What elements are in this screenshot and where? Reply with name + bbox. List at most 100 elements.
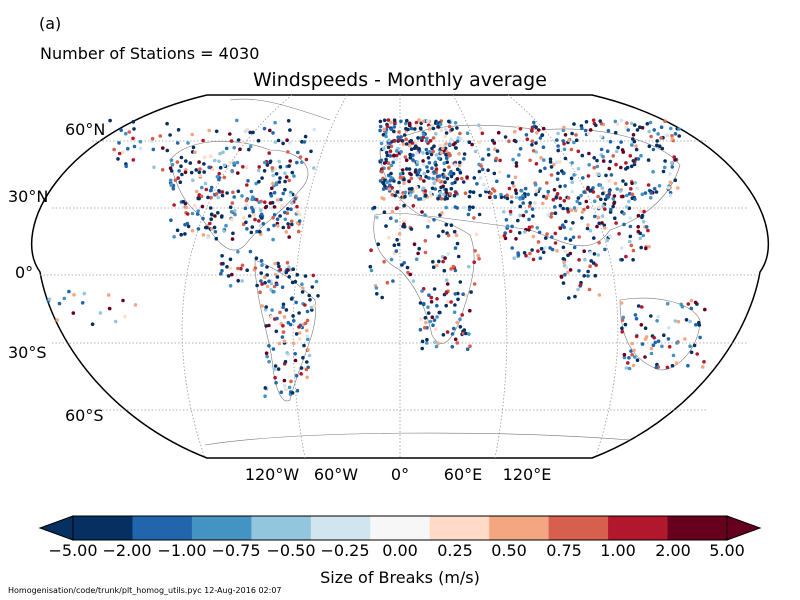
station-marker	[514, 191, 519, 195]
station-marker	[218, 151, 222, 156]
station-marker	[67, 289, 71, 294]
station-marker	[587, 163, 591, 167]
station-marker	[288, 193, 293, 197]
station-marker	[670, 363, 675, 368]
station-marker	[537, 230, 542, 235]
station-marker	[423, 213, 427, 217]
station-marker	[258, 229, 262, 234]
station-marker	[384, 157, 388, 162]
station-marker	[252, 213, 256, 217]
station-marker	[283, 179, 287, 184]
station-marker	[425, 165, 429, 169]
station-marker	[601, 154, 605, 159]
station-marker	[404, 137, 408, 141]
station-marker	[286, 207, 290, 211]
station-marker	[138, 139, 143, 144]
station-marker	[672, 155, 676, 159]
station-marker	[647, 144, 652, 149]
station-marker	[291, 267, 296, 272]
station-marker	[446, 252, 451, 256]
station-marker	[545, 232, 549, 236]
station-marker	[640, 342, 645, 346]
station-marker	[245, 203, 249, 208]
station-marker	[445, 160, 450, 164]
station-marker	[514, 237, 518, 241]
station-marker	[290, 219, 294, 224]
station-marker	[482, 182, 486, 187]
station-marker	[232, 161, 236, 165]
station-marker	[631, 133, 636, 137]
station-marker	[415, 151, 419, 155]
station-marker	[580, 210, 585, 214]
station-marker	[244, 198, 249, 203]
station-marker	[647, 245, 651, 249]
station-marker	[505, 196, 510, 201]
station-marker	[598, 183, 603, 187]
station-marker	[418, 327, 423, 332]
station-marker	[158, 134, 163, 138]
station-marker	[426, 311, 431, 315]
station-marker	[629, 349, 633, 353]
colorbar-tick-label: 1.00	[600, 541, 636, 560]
station-marker	[464, 331, 468, 336]
station-marker	[277, 264, 281, 269]
station-marker	[436, 341, 440, 346]
station-marker	[467, 140, 472, 144]
station-marker	[378, 128, 382, 133]
station-marker	[626, 361, 630, 365]
station-marker	[594, 263, 598, 267]
station-marker	[232, 195, 236, 199]
station-marker	[534, 162, 539, 166]
station-marker	[613, 119, 618, 124]
station-marker	[428, 319, 433, 324]
station-marker	[302, 343, 306, 348]
station-marker	[477, 123, 481, 128]
station-marker	[409, 176, 414, 181]
station-marker	[454, 233, 459, 237]
station-marker	[434, 167, 439, 171]
station-marker	[293, 352, 298, 356]
station-marker	[276, 138, 281, 143]
station-marker	[131, 136, 135, 141]
station-marker	[368, 264, 373, 269]
station-marker	[416, 170, 421, 175]
station-marker	[448, 142, 452, 146]
station-marker	[444, 205, 449, 210]
station-marker	[581, 176, 585, 180]
station-marker	[282, 378, 287, 383]
station-marker	[272, 213, 277, 217]
station-marker	[284, 308, 289, 312]
station-marker	[595, 164, 600, 169]
station-marker	[293, 279, 298, 284]
station-marker	[474, 232, 479, 237]
station-marker	[436, 196, 440, 201]
station-marker	[613, 181, 618, 186]
station-marker	[189, 170, 194, 175]
station-marker	[213, 214, 217, 218]
station-marker	[236, 138, 241, 142]
station-marker	[651, 147, 656, 152]
station-marker	[534, 150, 539, 154]
station-marker	[654, 190, 659, 194]
station-marker	[387, 187, 392, 191]
station-marker	[409, 138, 414, 143]
station-marker	[630, 181, 634, 185]
station-marker	[386, 161, 391, 165]
station-marker	[619, 301, 624, 305]
station-marker	[424, 139, 429, 143]
station-marker	[607, 189, 612, 194]
station-marker	[577, 258, 581, 262]
station-marker	[375, 215, 379, 220]
station-marker	[236, 189, 241, 194]
station-marker	[516, 218, 520, 223]
station-marker	[303, 321, 308, 326]
station-marker	[622, 211, 626, 216]
station-marker	[247, 147, 251, 152]
station-marker	[241, 165, 245, 169]
station-marker	[697, 320, 701, 325]
station-marker	[267, 151, 272, 155]
station-marker	[560, 223, 565, 227]
station-marker	[418, 176, 423, 181]
station-marker	[634, 316, 639, 321]
station-marker	[421, 132, 426, 137]
